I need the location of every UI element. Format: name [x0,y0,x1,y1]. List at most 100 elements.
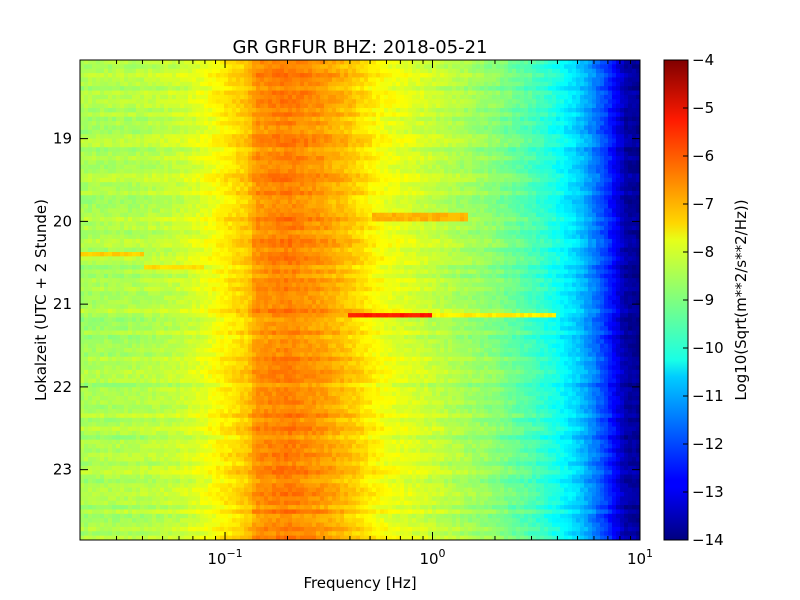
heatmap-cell [288,138,293,144]
heatmap-cell [292,169,297,175]
heatmap-cell [192,190,197,196]
heatmap-cell [120,77,125,83]
heatmap-cell [228,186,233,192]
heatmap-cell [104,177,109,183]
heatmap-cell [276,90,281,96]
heatmap-cell [152,177,157,183]
heatmap-cell [592,108,597,113]
heatmap-cell [272,151,277,157]
heatmap-cell [612,99,617,105]
heatmap-cell [604,86,609,92]
heatmap-cell [332,99,337,105]
heatmap-cell [316,195,321,201]
heatmap-cell [132,138,137,144]
heatmap-cell [108,81,113,87]
heatmap-cell [512,138,517,144]
heatmap-cell [272,60,277,65]
heatmap-cell [416,112,421,118]
heatmap-cell [200,64,205,70]
heatmap-cell [576,199,581,205]
heatmap-cell [248,208,253,214]
heatmap-cell [460,160,465,166]
heatmap-cell [220,195,225,201]
heatmap-cell [628,177,633,183]
heatmap-cell [368,182,373,188]
heatmap-cell [156,86,161,92]
heatmap-cell [336,186,341,192]
heatmap-cell [252,212,257,218]
heatmap-cell [96,116,101,122]
heatmap-cell [400,204,405,209]
heatmap-cell [240,90,245,96]
heatmap-cell [260,186,265,192]
heatmap-cell [484,125,489,131]
heatmap-cell [224,177,229,183]
heatmap-cell [308,90,313,96]
heatmap-cell [300,190,305,196]
heatmap-cell [396,151,401,157]
heatmap-cell [108,177,113,183]
heatmap-cell [184,208,189,214]
heatmap-cell [532,204,537,209]
heatmap-cell [604,68,609,74]
heatmap-cell [212,195,217,201]
heatmap-cell [120,177,125,183]
heatmap-cell [544,160,549,166]
heatmap-cell [428,60,433,65]
heatmap-cell [196,129,201,135]
heatmap-cell [84,199,89,205]
heatmap-cell [188,208,193,214]
heatmap-cell [348,147,353,153]
heatmap-cell [280,60,285,65]
heatmap-cell [220,186,225,192]
heatmap-cell [404,77,409,83]
heatmap-cell [200,73,205,79]
heatmap-cell [324,94,329,100]
heatmap-cell [252,125,257,131]
heatmap-cell [200,121,205,127]
heatmap-cell [272,212,277,218]
heatmap-cell [600,60,605,65]
heatmap-cell [148,186,153,192]
heatmap-cell [636,186,640,192]
heatmap-cell [268,212,273,218]
heatmap-cell [372,212,377,218]
heatmap-cell [120,199,125,205]
heatmap-cell [80,142,85,148]
heatmap-cell [448,204,453,209]
heatmap-cell [128,77,133,83]
heatmap-cell [600,160,605,166]
heatmap-cell [584,134,589,140]
heatmap-cell [464,103,469,109]
heatmap-cell [384,147,389,153]
heatmap-cell [296,64,301,70]
heatmap-cell [188,190,193,196]
heatmap-cell [356,94,361,100]
heatmap-cell [204,151,209,157]
heatmap-cell [356,151,361,157]
heatmap-cell [416,73,421,79]
heatmap-cell [492,68,497,74]
heatmap-cell [216,99,221,105]
heatmap-cell [292,199,297,205]
heatmap-cell [456,169,461,175]
heatmap-cell [136,199,141,205]
heatmap-cell [292,142,297,148]
heatmap-cell [156,199,161,205]
heatmap-cell [280,182,285,188]
heatmap-cell [208,129,213,135]
heatmap-cell [204,186,209,192]
heatmap-cell [404,147,409,153]
heatmap-cell [356,125,361,131]
heatmap-cell [400,199,405,205]
heatmap-cell [256,125,261,131]
heatmap-cell [96,160,101,166]
heatmap-cell [448,186,453,192]
heatmap-cell [328,190,333,196]
heatmap-cell [80,64,85,70]
heatmap-cell [624,77,629,83]
heatmap-cell [200,186,205,192]
heatmap-cell [300,94,305,100]
heatmap-cell [328,208,333,214]
heatmap-cell [388,212,393,218]
